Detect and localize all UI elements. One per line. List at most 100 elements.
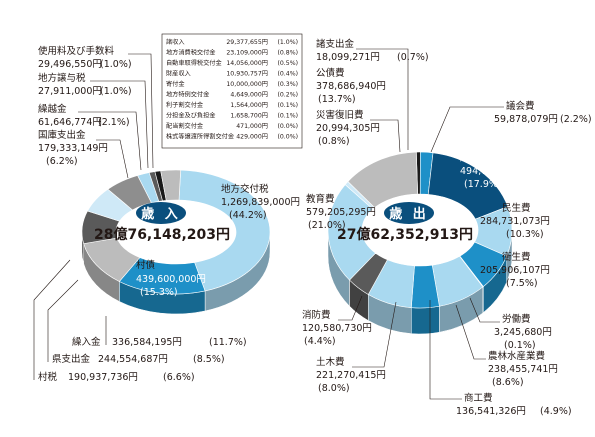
svg-text:205,906,107円: 205,906,107円	[480, 265, 550, 276]
svg-text:(0.7%): (0.7%)	[397, 52, 429, 63]
svg-text:27,911,000円: 27,911,000円	[38, 86, 102, 97]
small-item-amount: 4,649,000円	[230, 92, 268, 99]
revenue-badge: 歳 入	[136, 202, 186, 224]
svg-text:579,205,295円: 579,205,295円	[306, 207, 376, 218]
small-items-frame	[161, 33, 303, 149]
svg-text:総務費: 総務費	[460, 152, 489, 164]
label-地方交付税: 地方交付税 1,269,839,000円 (44.2%)	[221, 183, 300, 221]
svg-text:諸支出金: 諸支出金	[316, 38, 355, 50]
label-繰越金: 繰越金 61,646,774円 (2.1%)	[38, 103, 142, 171]
small-item-name: 地方消費税交付金	[166, 49, 216, 57]
small-item-name: 自動車取得税交付金	[166, 59, 222, 67]
svg-text:(6.2%): (6.2%)	[46, 156, 78, 167]
small-item-name: 分担金及び負担金	[166, 112, 216, 120]
small-items-list: 諸収入 29,377,655円 (1.0%) 地方消費税交付金 23,109,000円 (…	[166, 38, 298, 141]
svg-text:284,731,073円: 284,731,073円	[480, 216, 550, 227]
svg-text:(10.3%): (10.3%)	[506, 229, 544, 240]
svg-text:(8.5%): (8.5%)	[193, 354, 225, 365]
svg-text:(21.0%): (21.0%)	[308, 220, 346, 231]
label-議会費: 議会費 59,878,079円 (2.2%)	[430, 100, 592, 153]
small-item-pct: (0.5%)	[277, 60, 298, 67]
label-教育費: 教育費 579,205,295円 (21.0%)	[306, 193, 376, 231]
svg-text:61,646,774円: 61,646,774円	[38, 117, 102, 128]
small-item-amount: 14,056,000円	[226, 60, 268, 67]
svg-text:(6.6%): (6.6%)	[163, 372, 195, 383]
label-使用料及び手数料: 使用料及び手数料 29,496,550円 (1.0%)	[38, 45, 154, 169]
small-item-pct: (0.1%)	[277, 102, 298, 109]
small-item-pct: (0.0%)	[277, 123, 298, 130]
expenditure-total: 27億62,352,913円	[337, 226, 473, 243]
svg-text:労働費: 労働費	[502, 313, 531, 325]
svg-text:(2.1%): (2.1%)	[98, 117, 130, 128]
svg-text:(0.8%): (0.8%)	[318, 136, 350, 147]
svg-text:災害復旧費: 災害復旧費	[316, 109, 364, 121]
label-地方譲与税: 地方譲与税 27,911,000円 (1.0%)	[38, 72, 149, 169]
label-商工費: 商工費 136,541,326円 (4.9%)	[429, 300, 572, 417]
svg-text:238,455,741円: 238,455,741円	[488, 364, 558, 375]
small-item-amount: 10,000,000円	[226, 81, 268, 88]
small-item-name: 諸収入	[166, 38, 185, 46]
svg-text:221,270,415円: 221,270,415円	[316, 370, 386, 381]
svg-text:18,099,271円: 18,099,271円	[316, 52, 380, 63]
svg-text:県支出金: 県支出金	[52, 353, 91, 365]
svg-text:(8.6%): (8.6%)	[492, 377, 524, 388]
label-諸支出金: 諸支出金 18,099,271円 (0.7%)	[316, 38, 429, 150]
expenditure-title: 歳 出	[389, 206, 429, 222]
svg-text:(2.2%): (2.2%)	[560, 114, 592, 125]
svg-text:439,600,000円: 439,600,000円	[136, 274, 206, 285]
small-item-pct: (0.1%)	[277, 113, 298, 120]
small-items-box: 諸収入 29,377,655円 (1.0%) 地方消費税交付金 23,109,000円 (…	[161, 33, 303, 149]
label-災害復旧費: 災害復旧費 20,994,305円 (0.8%)	[316, 109, 401, 153]
svg-text:土木費: 土木費	[316, 356, 345, 368]
svg-text:378,686,940円: 378,686,940円	[316, 81, 386, 92]
svg-text:244,554,687円: 244,554,687円	[98, 354, 168, 365]
svg-text:136,541,326円: 136,541,326円	[456, 406, 526, 417]
small-item-name: 財産収入	[166, 70, 191, 78]
pie-1-slice-公債費	[347, 151, 418, 209]
svg-text:消防費: 消防費	[302, 309, 331, 321]
label-村債: 村債 439,600,000円 (15.3%)	[136, 259, 206, 298]
svg-text:(8.0%): (8.0%)	[318, 383, 350, 394]
svg-text:村債: 村債	[136, 259, 156, 271]
svg-text:(17.9%): (17.9%)	[464, 179, 502, 190]
label-労働費: 労働費 3,245,680円 (0.1%)	[469, 297, 552, 351]
svg-text:商工費: 商工費	[464, 392, 493, 404]
svg-text:議会費: 議会費	[506, 100, 535, 112]
svg-text:(1.0%): (1.0%)	[100, 59, 132, 70]
label-繰入金: 繰入金 336,584,195円 (11.7%)	[72, 316, 247, 348]
pie-chart-1	[327, 151, 513, 335]
small-item-pct: (0.2%)	[277, 92, 298, 99]
svg-text:(15.3%): (15.3%)	[140, 287, 178, 298]
pie-layer	[81, 151, 513, 335]
small-item-pct: (0.0%)	[277, 134, 298, 141]
small-item-pct: (0.3%)	[277, 81, 298, 88]
svg-text:(7.5%): (7.5%)	[506, 278, 538, 289]
svg-text:190,937,736円: 190,937,736円	[68, 372, 138, 383]
revenue-title: 歳 入	[141, 206, 181, 222]
svg-text:3,245,680円: 3,245,680円	[494, 327, 552, 338]
svg-text:179,333,149円: 179,333,149円	[38, 143, 108, 154]
small-item-name: 株式等譲渡所得割交付金	[166, 133, 235, 141]
label-農林水産業費: 農林水産業費 238,455,741円 (8.6%)	[455, 304, 558, 388]
svg-text:29,496,550円: 29,496,550円	[38, 59, 102, 70]
svg-text:衛生費: 衛生費	[502, 251, 531, 263]
svg-text:(1.0%): (1.0%)	[100, 86, 132, 97]
svg-text:繰越金: 繰越金	[38, 103, 67, 115]
svg-text:20,994,305円: 20,994,305円	[316, 123, 380, 134]
svg-text:地方譲与税: 地方譲与税	[38, 72, 86, 84]
small-item-pct: (0.8%)	[277, 50, 298, 57]
svg-text:教育費: 教育費	[306, 193, 335, 205]
expenditure-badge: 歳 出	[384, 202, 434, 224]
expenditure-badge-shape	[384, 202, 434, 224]
small-item-amount: 429,000円	[236, 134, 268, 141]
small-item-pct: (0.4%)	[277, 71, 298, 78]
svg-text:120,580,730円: 120,580,730円	[302, 323, 372, 334]
svg-text:繰入金: 繰入金	[72, 336, 101, 348]
pie-1-side-7	[411, 305, 440, 335]
svg-text:(11.7%): (11.7%)	[209, 337, 247, 348]
svg-text:公債費: 公債費	[316, 67, 345, 79]
label-県支出金: 県支出金 244,554,687円 (8.5%)	[47, 279, 225, 365]
label-総務費: 総務費 494,757,951円 (17.9%)	[460, 152, 530, 190]
svg-text:336,584,195円: 336,584,195円	[112, 337, 182, 348]
